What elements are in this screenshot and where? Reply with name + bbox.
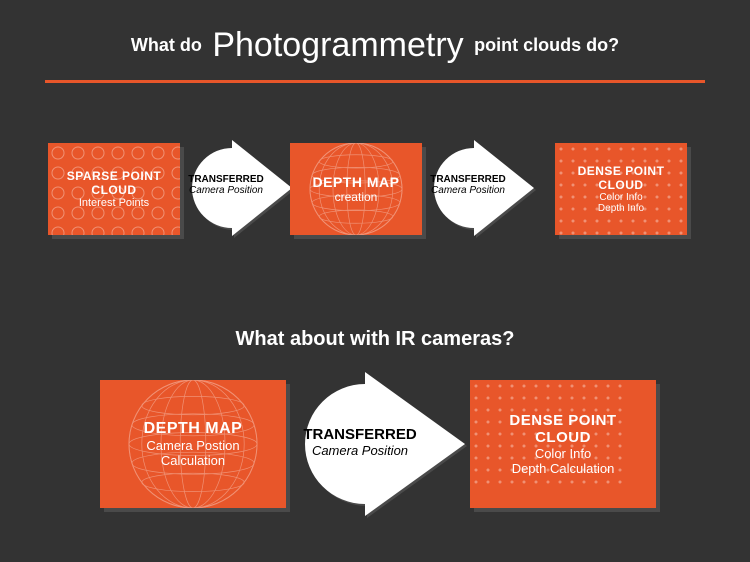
subtitle: What about with IR cameras? [0,328,750,351]
card-depth-map-ir: DEPTH MAP Camera Postion Calculation [100,380,286,508]
arrow-sublabel: Camera Position [265,443,455,458]
title-divider [45,80,705,83]
card-subtitle: Camera Postion [144,438,243,453]
card-title: CLOUD [67,183,161,197]
card-subtitle: Interest Points [67,197,161,209]
card-subtitle: Depth Calculation [509,461,616,476]
card-title: DENSE POINT [578,164,665,178]
arrow-transferred-1: TRANSFERRED Camera Position [172,140,292,236]
title-post: point clouds do? [474,35,619,55]
card-depth-map: DEPTH MAP creation [290,143,422,235]
card-subtitle: creation [313,190,400,204]
card-subtitle: Calculation [144,453,243,468]
card-title: DEPTH MAP [144,420,243,438]
card-dense-point-cloud: DENSE POINT CLOUD Color Info Depth Info [555,143,687,235]
arrow-sublabel: Camera Position [166,185,286,196]
arrow-transferred-ir: TRANSFERRED Camera Position [275,372,465,516]
arrow-label: TRANSFERRED [408,174,528,185]
card-subtitle: Color Info [509,446,616,461]
arrow-label: TRANSFERRED [265,426,455,443]
card-title: DEPTH MAP [313,174,400,190]
title-pre: What do [131,35,202,55]
card-title: CLOUD [578,178,665,192]
card-title: CLOUD [509,429,616,446]
title-big: Photogrammetry [206,26,469,64]
card-subtitle: Depth Info [578,203,665,214]
card-dense-point-cloud-ir: DENSE POINT CLOUD Color Info Depth Calcu… [470,380,656,508]
page-title: What do Photogrammetry point clouds do? [0,26,750,65]
arrow-transferred-2: TRANSFERRED Camera Position [414,140,534,236]
card-subtitle: Color Info [578,192,665,203]
card-title: SPARSE POINT [67,169,161,183]
card-title: DENSE POINT [509,412,616,429]
arrow-label: TRANSFERRED [166,174,286,185]
arrow-sublabel: Camera Position [408,185,528,196]
card-sparse-point-cloud: SPARSE POINT CLOUD Interest Points [48,143,180,235]
